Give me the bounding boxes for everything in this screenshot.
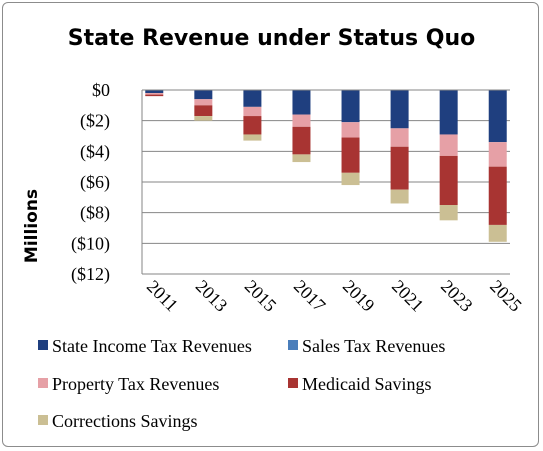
y-tick-label: ($12) (71, 264, 110, 285)
x-tick-label: 2025 (486, 276, 526, 316)
x-tick-label: 2019 (339, 276, 379, 316)
legend-swatch (288, 378, 298, 388)
bar-segment (341, 137, 360, 173)
legend-swatch (38, 415, 48, 425)
x-tick-label: 2013 (192, 276, 232, 316)
bar-segment (488, 224, 507, 242)
chart-title: State Revenue under Status Quo (67, 26, 476, 51)
bar-segment (194, 90, 213, 100)
bar-segment (145, 93, 164, 95)
bars (145, 90, 507, 242)
y-tick-label: ($4) (80, 141, 110, 162)
legend-label: Corrections Savings (52, 411, 198, 431)
bar-segment (145, 94, 164, 97)
bar-segment (439, 155, 458, 205)
bar-segment (341, 172, 360, 186)
legend-swatch (288, 340, 298, 350)
y-axis-title: Millions (22, 189, 42, 263)
legend-swatch (38, 378, 48, 388)
bar-segment (390, 146, 409, 190)
y-tick-label: ($2) (80, 111, 110, 132)
bar-segment (390, 128, 409, 147)
bar-segment (292, 90, 311, 115)
bar-segment (488, 166, 507, 225)
legend: State Income Tax Revenues Sales Tax Reven… (38, 336, 445, 431)
bar-segment (194, 116, 213, 121)
x-tick-label: 2021 (388, 276, 428, 316)
bar-segment (243, 134, 262, 141)
legend-label: State Income Tax Revenues (52, 336, 252, 356)
bar-segment (243, 90, 262, 107)
bar-segment (145, 90, 164, 94)
y-tick-label: ($8) (80, 203, 110, 224)
x-tick-label: 2017 (290, 276, 330, 316)
bar-segment (439, 134, 458, 156)
bar-segment (390, 90, 409, 129)
legend-swatch (38, 340, 48, 350)
y-tick-labels: $0 ($2) ($4) ($6) ($8) ($10) ($12) (71, 80, 110, 285)
legend-label: Medicaid Savings (302, 374, 431, 394)
y-tick-label: ($6) (80, 172, 110, 193)
x-tick-labels: 2011 2013 2015 2017 2019 2021 2023 2025 (143, 276, 526, 316)
bar-segment (341, 122, 360, 138)
y-tick-label: $0 (92, 80, 110, 100)
legend-label: Property Tax Revenues (52, 374, 219, 394)
bar-segment (439, 90, 458, 135)
bar-segment (488, 142, 507, 167)
bar-segment (488, 90, 507, 143)
legend-label: Sales Tax Revenues (302, 336, 445, 356)
bar-segment (341, 90, 360, 123)
bar-segment (439, 205, 458, 221)
bar-segment (292, 114, 311, 127)
bar-segment (194, 99, 213, 106)
x-tick-label: 2023 (437, 276, 477, 316)
bar-segment (292, 126, 311, 155)
y-tick-label: ($10) (71, 233, 110, 254)
bar-segment (292, 154, 311, 163)
chart-frame (2, 2, 539, 447)
bar-segment (243, 116, 262, 135)
bar-segment (194, 105, 213, 117)
x-tick-label: 2015 (241, 276, 281, 316)
bar-segment (390, 189, 409, 204)
x-tick-label: 2011 (143, 276, 182, 315)
bar-segment (243, 106, 262, 117)
